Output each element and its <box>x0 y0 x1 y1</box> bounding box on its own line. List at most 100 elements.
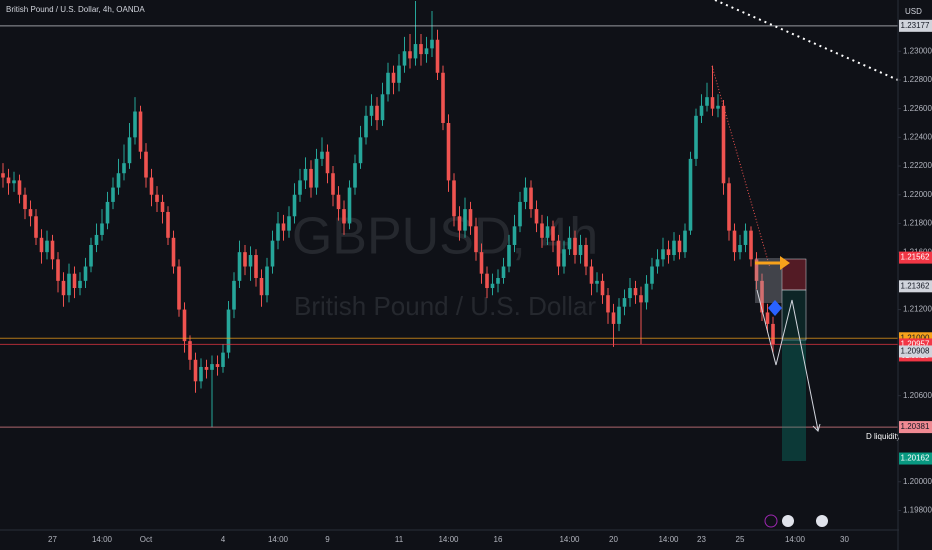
candle-body <box>89 244 93 267</box>
candle-body <box>369 105 374 116</box>
candle-body <box>133 111 137 138</box>
candle-body <box>248 255 253 267</box>
candle-body <box>540 223 544 238</box>
candle-body <box>628 288 632 299</box>
candle-body <box>276 223 280 241</box>
candle-body <box>485 273 489 289</box>
price-tag <box>899 345 932 358</box>
candle-body <box>292 194 297 217</box>
candle-body <box>435 39 440 73</box>
candle-body <box>765 312 770 324</box>
price-tag <box>899 19 932 32</box>
candle-body <box>573 237 577 256</box>
x-tick-label: 14:00 <box>268 535 289 544</box>
candle-body <box>380 94 385 121</box>
candle-body <box>716 105 720 109</box>
candle-body <box>56 259 60 281</box>
candle-body <box>584 244 588 267</box>
x-tick-label: 14:00 <box>559 535 580 544</box>
candle-body <box>391 72 396 83</box>
candle-body <box>622 298 627 307</box>
candle-body <box>34 216 38 238</box>
x-tick-label: 14:00 <box>785 535 806 544</box>
candle-body <box>699 105 704 116</box>
candle-body <box>160 201 165 212</box>
candle-body <box>595 280 599 284</box>
candle-body <box>149 177 154 195</box>
candle-body <box>193 359 198 382</box>
annotation: D liquidity <box>866 432 901 441</box>
candle-body <box>364 115 368 138</box>
candle-body <box>463 209 467 231</box>
candle-body <box>342 209 346 224</box>
x-tick-label: 25 <box>736 535 745 544</box>
candle-body <box>424 48 429 55</box>
candle-body <box>408 51 412 59</box>
plot <box>0 1 898 428</box>
candle-body <box>710 97 715 109</box>
candle-body <box>177 266 181 310</box>
y-tick-label: 1.22800 <box>903 75 932 84</box>
event-icon[interactable] <box>764 514 778 528</box>
candle-body <box>688 158 693 231</box>
candle-body <box>413 44 418 59</box>
x-tick-label: 20 <box>609 535 618 544</box>
candle-body <box>452 180 456 217</box>
candle-body <box>727 183 731 231</box>
price-tag-label: 1.21562 <box>901 253 930 262</box>
candle-body <box>474 226 478 253</box>
candle-body <box>204 366 209 370</box>
event-icon[interactable] <box>816 515 828 527</box>
candle-body <box>479 252 484 274</box>
candle-body <box>402 51 407 66</box>
projection <box>756 289 819 431</box>
candle-body <box>331 173 335 195</box>
candle-body <box>375 105 379 121</box>
x-tick-label: Oct <box>140 535 153 544</box>
target-zone <box>781 289 807 341</box>
candle-body <box>545 226 550 238</box>
candle-body <box>419 44 423 55</box>
y-tick-label: 1.20000 <box>903 477 932 486</box>
candle-body <box>100 223 104 235</box>
candle-body <box>496 277 500 284</box>
price-tag-label: 1.21000 <box>901 333 930 342</box>
candle-body <box>50 240 55 260</box>
candle-body <box>166 211 170 238</box>
candle-body <box>430 39 434 49</box>
candle-body <box>45 240 49 253</box>
x-tick-label: 30 <box>840 535 849 544</box>
candle-body <box>446 122 451 181</box>
candle-body <box>534 209 539 224</box>
candle-body <box>155 194 159 202</box>
candle-body <box>182 309 187 342</box>
candle-body <box>721 105 726 184</box>
candle-body <box>237 252 242 281</box>
candle-body <box>611 312 616 324</box>
y-tick-label: 1.23000 <box>903 46 932 55</box>
candle-body <box>171 237 176 267</box>
candle-body <box>529 187 533 210</box>
arrow-head <box>780 256 790 270</box>
candle-body <box>771 323 775 345</box>
candle-body <box>661 249 665 260</box>
y-tick-label: 1.22400 <box>903 132 932 141</box>
candle-body <box>127 137 132 164</box>
candle-body <box>6 177 11 184</box>
candle-body <box>116 173 121 188</box>
candle-body <box>644 283 649 303</box>
arrow-head <box>812 423 821 432</box>
candle-body <box>144 151 148 178</box>
candle-body <box>309 168 313 188</box>
candle-body <box>336 194 341 210</box>
candle-body <box>67 273 71 296</box>
candle-body <box>210 364 214 370</box>
candle-body <box>600 280 605 296</box>
event-icon[interactable] <box>782 515 794 527</box>
x-tick-label: 16 <box>494 535 503 544</box>
x-tick-label: 11 <box>395 535 404 544</box>
candle-body <box>512 226 517 245</box>
candle-body <box>138 111 143 152</box>
